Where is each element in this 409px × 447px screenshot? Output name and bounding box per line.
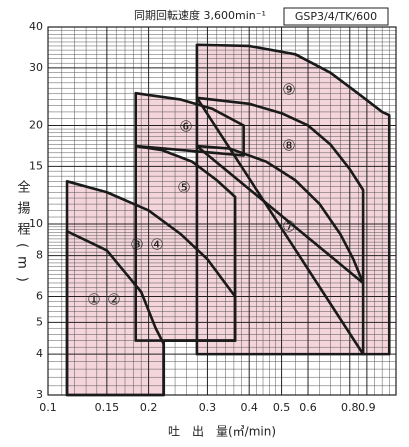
chart-title: 同期回転速度 3,600min⁻¹ xyxy=(134,8,266,22)
x-tick-label: 0.1 xyxy=(39,401,57,414)
y-tick-label: 8 xyxy=(36,249,43,262)
region-label: ⑧ xyxy=(282,137,295,155)
y-axis-label: 全揚程(m) xyxy=(15,179,31,289)
region-outline xyxy=(195,96,365,285)
x-axis-label: 吐 出 量(㎥/min) xyxy=(168,425,276,439)
region-label: ⑤ xyxy=(177,179,190,197)
y-tick-label: 30 xyxy=(29,61,43,74)
x-tick-label: 0.3 xyxy=(199,401,217,414)
y-tick-label: 20 xyxy=(29,118,43,131)
model-label: GSP3/4/TK/600 xyxy=(295,10,377,23)
region-label: ③ xyxy=(130,236,143,254)
x-tick-label: 0.5 xyxy=(273,401,291,414)
region-label: ② xyxy=(107,291,120,309)
x-tick-label: 0.8 xyxy=(341,401,359,414)
region-label: ⑥ xyxy=(179,118,192,136)
x-tick-label: 0.9 xyxy=(358,401,376,414)
y-tick-label: 5 xyxy=(36,315,43,328)
x-tick-label: 0.4 xyxy=(240,401,258,414)
x-tick-label: 0.6 xyxy=(299,401,317,414)
x-tick-label: 0.15 xyxy=(95,401,120,414)
plot-frame xyxy=(47,26,397,396)
y-tick-label: 4 xyxy=(36,347,43,360)
region-outline xyxy=(195,43,391,356)
region-label: ① xyxy=(87,291,100,309)
region-label: ⑦ xyxy=(282,218,295,236)
region-outline xyxy=(195,144,365,356)
x-tick-label: 0.2 xyxy=(140,401,158,414)
y-tick-label: 40 xyxy=(29,20,43,33)
y-tick-label: 10 xyxy=(29,217,43,230)
y-tick-label: 3 xyxy=(36,388,43,401)
y-tick-label: 15 xyxy=(29,159,43,172)
region-label: ④ xyxy=(150,236,163,254)
y-tick-label: 6 xyxy=(36,290,43,303)
region-outline xyxy=(134,91,245,157)
model-box xyxy=(283,7,389,26)
region-label: ⑨ xyxy=(282,81,295,99)
region-outline xyxy=(65,229,166,397)
